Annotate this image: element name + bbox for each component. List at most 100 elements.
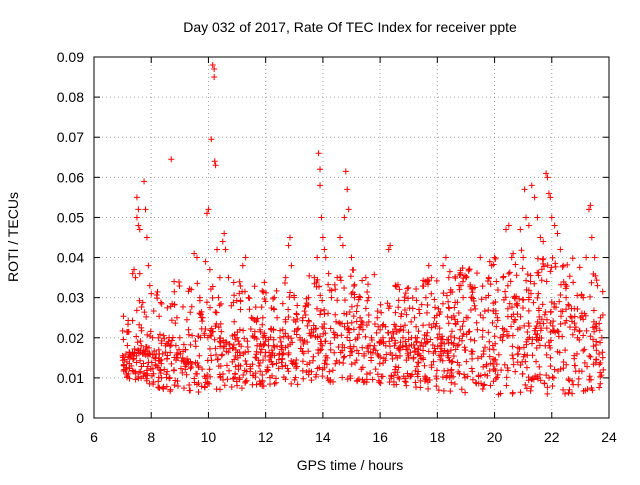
data-point: [360, 379, 367, 386]
data-point: [251, 283, 258, 290]
data-point: [374, 314, 381, 321]
data-point: [317, 292, 324, 299]
data-point: [445, 320, 452, 327]
axis-ticks: [93, 56, 610, 419]
data-point: [560, 358, 567, 365]
data-point: [382, 323, 389, 330]
data-point: [571, 352, 578, 359]
data-point: [432, 348, 439, 355]
data-point: [159, 350, 166, 357]
data-point: [478, 353, 485, 360]
data-point: [207, 286, 214, 293]
data-point: [433, 277, 440, 284]
data-point: [314, 334, 321, 341]
data-point: [523, 364, 530, 371]
data-point: [236, 349, 243, 356]
data-point: [497, 390, 504, 397]
data-point: [362, 305, 369, 312]
data-point: [564, 261, 571, 268]
data-point: [144, 363, 151, 370]
data-point: [513, 272, 520, 279]
data-point: [305, 348, 312, 355]
data-point: [198, 325, 205, 332]
data-point: [554, 367, 561, 374]
data-point: [184, 355, 191, 362]
data-point: [448, 366, 455, 373]
data-point: [321, 246, 328, 253]
data-markers: [119, 62, 607, 398]
data-point: [284, 365, 291, 372]
data-point: [415, 350, 422, 357]
data-point: [423, 374, 430, 381]
data-point: [359, 277, 366, 284]
data-point: [136, 270, 143, 277]
data-point: [262, 289, 269, 296]
data-point: [597, 380, 604, 387]
data-point: [587, 353, 594, 360]
data-point: [593, 325, 600, 332]
data-point: [293, 365, 300, 372]
data-point: [479, 283, 486, 290]
data-point: [155, 378, 162, 385]
data-point: [207, 352, 214, 359]
data-point: [532, 325, 539, 332]
data-point: [313, 283, 320, 290]
data-point: [271, 294, 278, 301]
data-point: [304, 361, 311, 368]
data-point: [401, 378, 408, 385]
data-point: [415, 359, 422, 366]
data-point: [547, 268, 554, 275]
data-point: [481, 381, 488, 388]
data-point: [294, 315, 301, 322]
data-point: [207, 327, 214, 334]
data-point: [327, 340, 334, 347]
data-point: [559, 308, 566, 315]
data-point: [236, 341, 243, 348]
data-point: [147, 365, 154, 372]
data-point: [264, 364, 271, 371]
data-point: [146, 282, 153, 289]
data-point: [357, 323, 364, 330]
data-point: [560, 365, 567, 372]
data-point: [345, 206, 352, 213]
data-point: [542, 308, 549, 315]
data-point: [171, 382, 178, 389]
data-point: [349, 266, 356, 273]
data-point: [569, 255, 576, 262]
data-point: [194, 370, 201, 377]
data-point: [397, 313, 404, 320]
data-point: [439, 357, 446, 364]
data-point: [356, 293, 363, 300]
data-point: [259, 377, 266, 384]
data-point: [151, 347, 158, 354]
data-point: [293, 357, 300, 364]
data-point: [299, 314, 306, 321]
data-point: [136, 297, 143, 304]
data-point: [378, 373, 385, 380]
data-point: [246, 295, 253, 302]
data-point: [340, 354, 347, 361]
data-point: [509, 390, 516, 397]
data-point: [372, 366, 379, 373]
data-point: [431, 345, 438, 352]
data-point: [282, 330, 289, 337]
data-point: [224, 376, 231, 383]
data-point: [158, 300, 165, 307]
data-point: [162, 342, 169, 349]
data-point: [350, 326, 357, 333]
data-point: [348, 319, 355, 326]
data-point: [569, 377, 576, 384]
data-point: [313, 371, 320, 378]
data-point: [590, 343, 597, 350]
data-point: [155, 346, 162, 353]
data-point: [394, 354, 401, 361]
data-point: [569, 331, 576, 338]
data-point: [485, 274, 492, 281]
data-point: [374, 308, 381, 315]
data-point: [308, 332, 315, 339]
data-point: [599, 288, 606, 295]
data-point: [525, 294, 532, 301]
data-point: [365, 312, 372, 319]
data-point: [194, 280, 201, 287]
data-point: [405, 284, 412, 291]
